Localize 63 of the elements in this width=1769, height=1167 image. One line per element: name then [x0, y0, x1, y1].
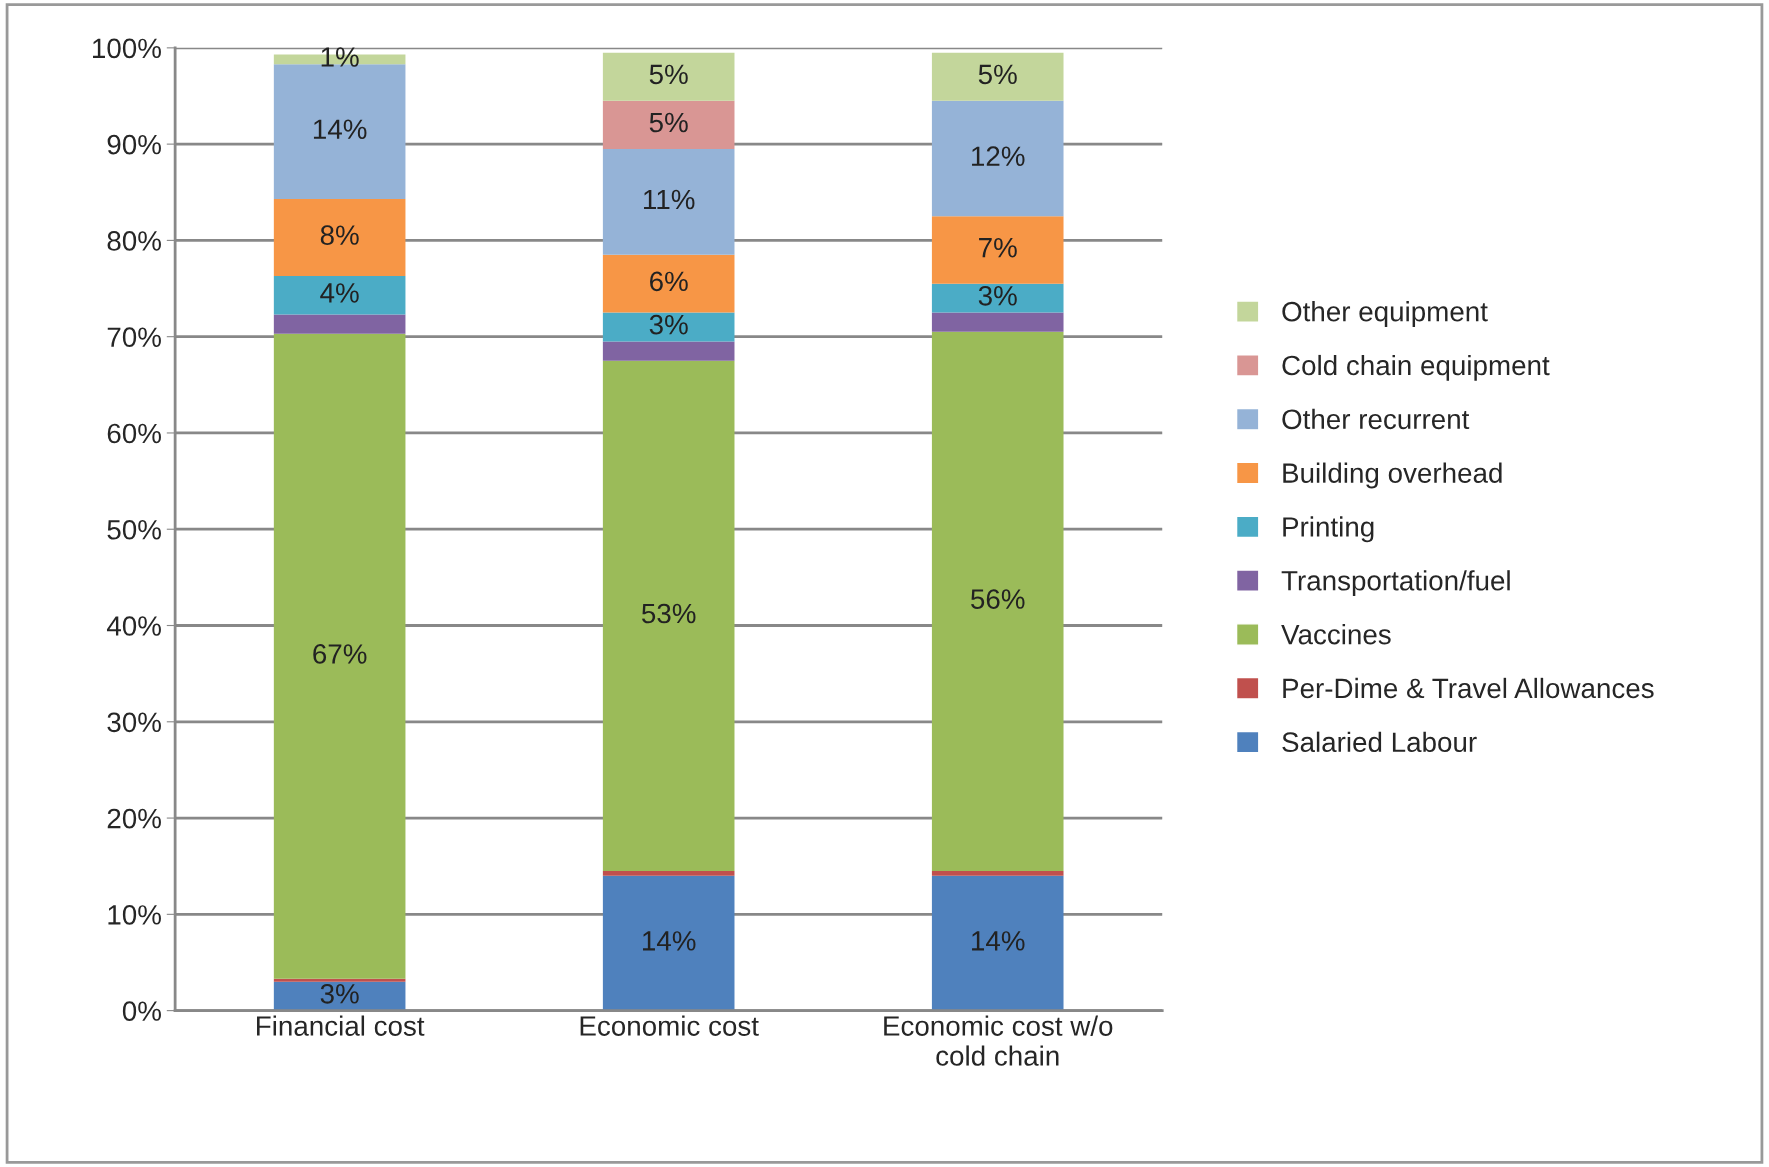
bar — [273, 333, 406, 979]
bar — [602, 871, 735, 876]
data-label: 3% — [320, 983, 359, 1004]
bar — [931, 871, 1064, 876]
bar — [273, 276, 406, 315]
bar — [602, 254, 735, 313]
x-tick-label: Economic cost w/o cold chain — [884, 1015, 1113, 1066]
data-label: 14% — [313, 119, 367, 139]
y-tick-label: 40% — [106, 616, 161, 636]
data-label: 11% — [644, 189, 695, 210]
legend-label: Building overhead — [1283, 462, 1502, 489]
legend-label: Cold chain equipment — [1282, 354, 1550, 381]
bar — [273, 314, 406, 334]
y-tick-label: 0% — [122, 1001, 161, 1021]
bar — [931, 216, 1064, 284]
legend-label: Other recurrent — [1282, 408, 1470, 430]
bar — [931, 283, 1064, 313]
bar — [602, 100, 735, 149]
y-tick-label: 70% — [107, 327, 161, 348]
y-tick-label: 60% — [107, 423, 161, 444]
data-label: 67% — [313, 644, 367, 664]
legend-label: Transportation/fuel — [1281, 570, 1510, 597]
y-tick-label: 30% — [107, 712, 161, 733]
bar — [602, 341, 735, 361]
data-label: 5% — [649, 112, 688, 133]
bar — [602, 360, 735, 872]
bar — [931, 875, 1064, 1011]
bar — [273, 199, 406, 277]
legend-label: Other equipment — [1282, 301, 1488, 327]
bar — [931, 100, 1064, 217]
data-label: 7% — [979, 237, 1017, 258]
y-tick-label: 80% — [107, 231, 161, 251]
legend-label: Vaccines — [1281, 624, 1391, 645]
data-label: 14% — [643, 931, 696, 951]
bar — [931, 312, 1064, 332]
bar — [602, 875, 735, 1011]
data-label: 5% — [978, 64, 1017, 85]
data-label: 3% — [978, 285, 1017, 306]
bar — [273, 978, 406, 982]
legend-label: Printing — [1283, 516, 1374, 543]
legend-label: Per-Dime & Travel Allowances — [1283, 677, 1654, 699]
bar — [602, 312, 735, 342]
data-label: 6% — [650, 271, 688, 292]
y-tick-label: 100% — [93, 38, 161, 59]
y-tick-label: 20% — [107, 808, 161, 829]
x-tick-label: Economic cost — [580, 1015, 759, 1036]
legend-label: Salaried Labour — [1282, 731, 1477, 753]
bar — [931, 52, 1064, 101]
y-tick-label: 10% — [108, 905, 161, 925]
data-label: 12% — [972, 146, 1025, 166]
data-label: 5% — [649, 64, 688, 85]
bar — [602, 148, 735, 255]
data-label: 14% — [972, 931, 1025, 951]
data-label: 56% — [971, 589, 1025, 609]
x-tick-label: Financial cost — [257, 1015, 425, 1036]
data-label: 3% — [649, 314, 688, 335]
bar — [931, 331, 1064, 872]
bar — [602, 52, 735, 101]
data-label: 8% — [320, 225, 359, 245]
data-label: 53% — [642, 603, 696, 624]
y-tick-label: 90% — [107, 134, 161, 155]
data-label: 4% — [320, 283, 359, 303]
y-tick-label: 50% — [107, 519, 161, 540]
